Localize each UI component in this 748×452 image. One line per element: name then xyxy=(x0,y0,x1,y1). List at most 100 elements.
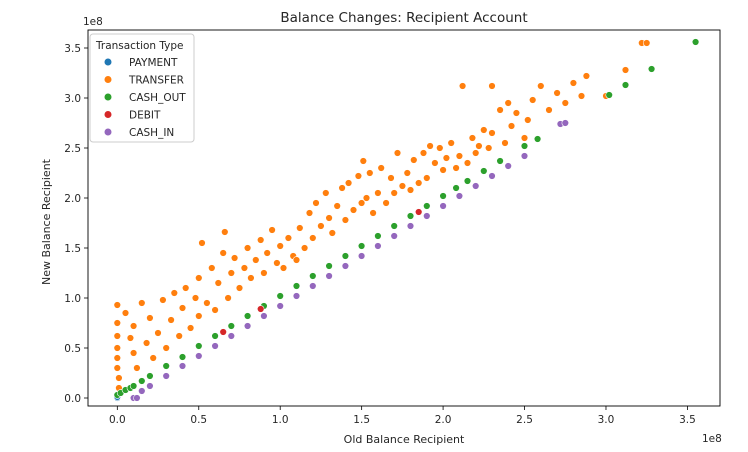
data-point xyxy=(243,244,252,252)
data-point xyxy=(268,226,276,234)
data-point xyxy=(561,119,569,127)
data-point xyxy=(138,387,146,395)
x-tick-label: 3.0 xyxy=(598,414,615,426)
data-point xyxy=(142,339,151,347)
series-debit xyxy=(219,208,423,336)
data-point xyxy=(208,264,216,272)
data-point xyxy=(472,149,480,157)
data-point xyxy=(621,66,630,74)
data-point xyxy=(227,322,236,330)
data-point xyxy=(276,302,284,310)
legend: Transaction Type PAYMENT TRANSFER CASH_OUT… xyxy=(89,33,195,143)
y-axis-label: New Balance Recipient xyxy=(40,158,53,285)
data-point xyxy=(488,129,496,137)
legend-items: PAYMENT TRANSFER CASH_OUT DEBIT CASH_IN xyxy=(103,57,186,139)
data-point xyxy=(393,149,402,157)
data-point xyxy=(507,122,516,130)
y-tick-label: 3.5 xyxy=(64,43,81,55)
data-point xyxy=(175,332,183,340)
data-point xyxy=(159,296,167,304)
series-cash-out xyxy=(113,38,700,399)
data-point xyxy=(577,92,586,100)
data-point xyxy=(191,294,200,302)
data-point xyxy=(243,312,252,320)
data-point xyxy=(195,312,203,320)
data-point xyxy=(113,301,122,309)
data-point xyxy=(545,106,553,114)
data-point xyxy=(442,154,451,162)
x-tick-label: 0.5 xyxy=(190,414,207,426)
data-point xyxy=(113,319,122,327)
data-point xyxy=(328,229,336,237)
data-point xyxy=(642,39,651,47)
data-point xyxy=(485,144,493,152)
legend-marker xyxy=(103,127,113,137)
data-point xyxy=(263,249,271,257)
legend-label: TRANSFER xyxy=(128,75,184,87)
data-point xyxy=(162,344,170,352)
data-point xyxy=(439,202,447,210)
data-point xyxy=(195,342,203,350)
data-point xyxy=(195,274,203,282)
x-offset-text: 1e8 xyxy=(702,433,722,445)
data-point xyxy=(496,157,504,165)
legend-label: PAYMENT xyxy=(129,57,178,69)
data-point xyxy=(472,182,480,190)
data-point xyxy=(504,99,512,107)
legend-marker xyxy=(103,57,113,67)
legend-label: CASH_OUT xyxy=(129,92,186,104)
y-tick-label: 1.0 xyxy=(64,293,81,305)
data-point xyxy=(452,164,460,172)
data-point xyxy=(354,172,363,180)
data-point xyxy=(211,342,219,350)
data-point xyxy=(344,179,353,187)
data-point xyxy=(605,91,613,99)
data-point xyxy=(553,89,561,97)
data-point xyxy=(436,144,444,152)
data-point xyxy=(167,316,175,324)
data-point xyxy=(279,264,288,272)
data-point xyxy=(533,135,542,143)
data-point xyxy=(520,152,529,160)
data-point xyxy=(214,279,223,287)
data-point xyxy=(292,256,301,264)
data-point xyxy=(398,182,407,190)
data-point xyxy=(496,106,504,114)
data-point xyxy=(359,157,367,165)
data-point xyxy=(260,312,268,320)
data-point xyxy=(325,272,333,280)
data-point xyxy=(211,306,219,314)
data-point xyxy=(243,322,252,330)
data-point xyxy=(349,206,358,214)
data-point xyxy=(284,234,293,242)
data-point xyxy=(439,166,447,174)
data-point xyxy=(178,353,187,361)
data-point xyxy=(406,222,415,230)
data-point xyxy=(333,202,341,210)
x-axis: 0.0 0.5 1.0 1.5 2.0 2.5 3.0 3.5 xyxy=(109,406,696,426)
data-point xyxy=(317,222,325,230)
x-tick-label: 2.5 xyxy=(516,414,533,426)
data-point xyxy=(390,222,398,230)
data-point xyxy=(377,164,385,172)
data-point xyxy=(133,394,141,402)
plot-frame xyxy=(87,29,721,407)
data-point xyxy=(126,334,135,342)
data-point xyxy=(219,328,227,336)
data-point xyxy=(423,174,431,182)
data-point xyxy=(390,189,398,197)
chart-title: Balance Changes: Recipient Account xyxy=(280,10,527,26)
data-point xyxy=(504,162,512,170)
data-point xyxy=(410,156,418,164)
series-cash-in xyxy=(129,119,569,402)
x-tick-label: 0.0 xyxy=(109,414,126,426)
data-point xyxy=(357,242,366,250)
data-point xyxy=(582,72,591,80)
data-point xyxy=(146,314,154,322)
data-point xyxy=(273,259,281,267)
data-point xyxy=(292,282,301,290)
data-point xyxy=(227,332,236,340)
data-point xyxy=(406,186,415,194)
data-point xyxy=(276,242,284,250)
